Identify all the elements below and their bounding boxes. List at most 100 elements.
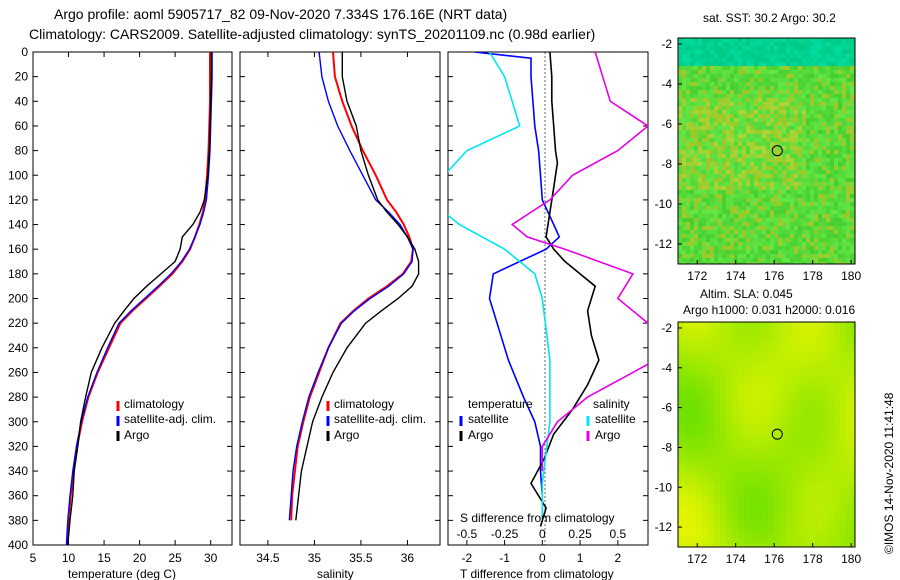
map-cell <box>806 262 811 264</box>
map-cell <box>762 370 769 377</box>
map-cell <box>828 400 835 407</box>
map-cell <box>714 90 719 95</box>
map-cell <box>678 412 685 419</box>
temperature-panel: 5 10 15 20 25 3002040608010012014016018020022… <box>8 45 233 580</box>
map-cell <box>702 194 707 199</box>
map-cell <box>714 150 719 155</box>
map-cell <box>758 54 763 59</box>
map-cell <box>714 382 721 389</box>
map-cell <box>806 166 811 171</box>
map-cell <box>682 54 687 59</box>
map-cell <box>708 346 715 353</box>
map-cell <box>846 130 851 135</box>
map-cell <box>708 340 715 347</box>
map-cell <box>830 94 835 99</box>
map-cell <box>802 134 807 139</box>
map-cell <box>804 376 811 383</box>
map-cell <box>678 478 685 485</box>
map-cell <box>756 532 763 539</box>
map-cell <box>810 58 815 63</box>
map-cell <box>734 74 739 79</box>
map-cell <box>834 194 839 199</box>
map-cell <box>846 430 853 437</box>
map-cell <box>690 218 695 223</box>
map-cell <box>778 170 783 175</box>
map-cell <box>780 424 787 431</box>
map-cell <box>830 114 835 119</box>
map-cell <box>778 190 783 195</box>
map-cell <box>684 364 691 371</box>
map-cell <box>730 242 735 247</box>
map-cell <box>678 118 683 123</box>
map-cell <box>726 376 733 383</box>
legend-satellite-adj-label: satellite-adj. clim. <box>124 412 216 426</box>
map-cell <box>690 38 695 43</box>
map-cell <box>714 430 721 437</box>
map-cell <box>726 258 731 263</box>
map-cell <box>758 194 763 199</box>
map-cell <box>834 154 839 159</box>
map-cell <box>710 58 715 63</box>
map-cell <box>738 58 743 63</box>
map-cell <box>770 130 775 135</box>
map-cell <box>684 340 691 347</box>
map-cell <box>690 242 695 247</box>
map-cell <box>810 412 817 419</box>
map-cell <box>846 138 851 143</box>
map-cell <box>830 222 835 227</box>
map-cell <box>730 46 735 51</box>
map-cell <box>822 74 827 79</box>
map-cell <box>742 250 747 255</box>
map-cell <box>834 134 839 139</box>
map-cell <box>742 234 747 239</box>
map-cell <box>834 226 839 231</box>
map-cell <box>790 66 795 71</box>
map-cell <box>770 38 775 43</box>
map-cell <box>852 376 855 383</box>
map-cell <box>714 436 721 443</box>
map-cell <box>830 198 835 203</box>
map-cell <box>718 138 723 143</box>
map-cell <box>768 478 775 485</box>
map-cell <box>720 454 727 461</box>
map-cell <box>842 110 847 115</box>
map-cell <box>714 206 719 211</box>
map-cell <box>850 50 855 55</box>
map-cell <box>738 118 743 123</box>
map-cell <box>702 226 707 231</box>
map-cell <box>782 210 787 215</box>
map-cell <box>822 352 829 359</box>
map-cell <box>722 174 727 179</box>
map-cell <box>732 340 739 347</box>
map-cell <box>738 472 745 479</box>
map-cell <box>730 258 735 263</box>
map-cell <box>778 50 783 55</box>
map-cell <box>790 134 795 139</box>
map-cell <box>694 186 699 191</box>
map-cell <box>786 182 791 187</box>
map-cell <box>850 242 855 247</box>
map-cell <box>798 82 803 87</box>
map-cell <box>852 400 855 407</box>
map-cell <box>818 62 823 67</box>
map-cell <box>722 234 727 239</box>
map-cell <box>702 62 707 67</box>
map-cell <box>758 110 763 115</box>
map-cell <box>734 114 739 119</box>
map-cell <box>742 230 747 235</box>
map-cell <box>798 532 805 539</box>
map-cell <box>762 166 767 171</box>
map-cell <box>732 490 739 497</box>
map-cell <box>696 418 703 425</box>
map-cell <box>766 54 771 59</box>
map-cell <box>794 238 799 243</box>
map-cell <box>816 352 823 359</box>
map-cell <box>838 218 843 223</box>
map-cell <box>834 388 841 395</box>
map-cell <box>714 74 719 79</box>
map-cell <box>714 86 719 91</box>
map-cell <box>806 190 811 195</box>
map-cell <box>754 134 759 139</box>
map-cell <box>694 54 699 59</box>
map-cell <box>678 322 685 329</box>
